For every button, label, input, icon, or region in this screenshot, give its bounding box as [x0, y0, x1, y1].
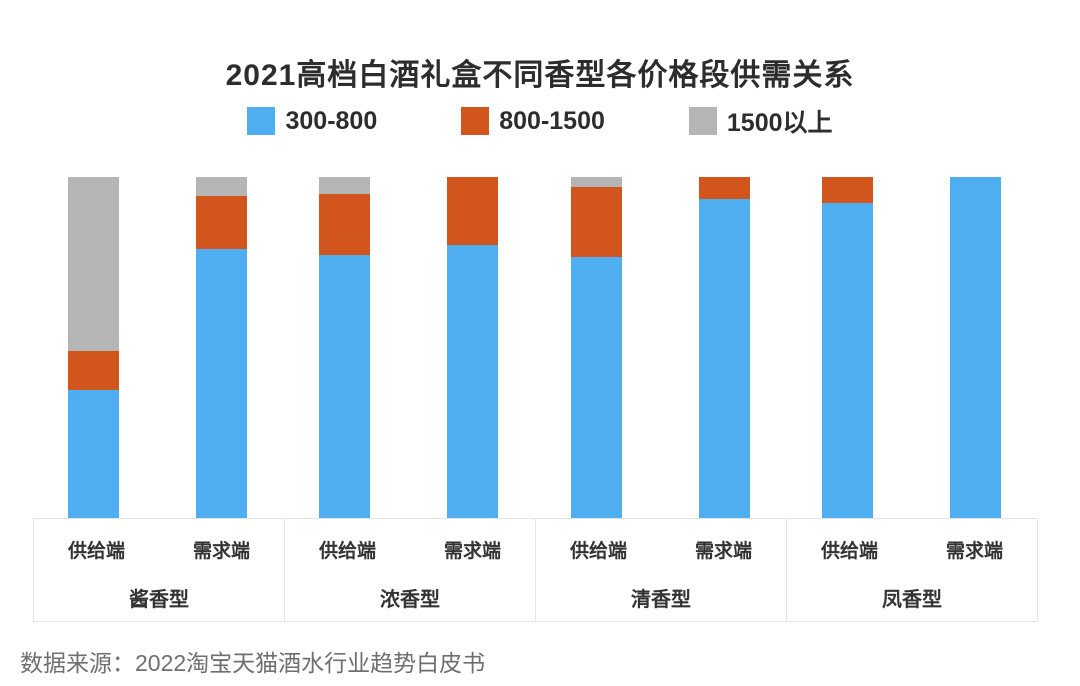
- side-labels: 供给端 需求端: [787, 536, 1037, 563]
- legend-item-1500-plus: 1500以上: [688, 103, 833, 139]
- segment-300-800: [68, 390, 119, 518]
- segment-300-800: [196, 248, 247, 518]
- group-name: 凤香型: [882, 589, 942, 611]
- segment-1500-plus: [319, 177, 371, 195]
- segment-800-1500: [570, 187, 622, 258]
- bar-label-demand: 需求端: [945, 541, 1003, 562]
- group-cell-fengxiang: 供给端 需求端 凤香型: [786, 519, 1037, 621]
- legend-item-800-1500: 800-1500: [461, 103, 605, 139]
- stacked-bar-group3-demand: [698, 177, 750, 518]
- segment-800-1500: [319, 194, 371, 256]
- segment-300-800: [949, 177, 1001, 518]
- stacked-bar-group4-demand: [949, 177, 1001, 518]
- segment-800-1500: [68, 350, 119, 391]
- x-axis-table: 供给端 需求端 酱香型 供给端 需求端 浓香型 供给端 需求端 清香型 供给端 …: [33, 518, 1038, 622]
- segment-300-800: [570, 257, 622, 518]
- segment-800-1500: [447, 177, 499, 246]
- segment-300-800: [821, 202, 873, 518]
- side-labels: 供给端 需求端: [285, 536, 535, 563]
- legend-label: 300-800: [285, 106, 378, 135]
- stacked-bar-group1-supply: [68, 177, 119, 518]
- stacked-bar-group2-demand: [447, 177, 499, 518]
- stacked-bar-group4-supply: [821, 177, 873, 518]
- bar-label-demand: 需求端: [443, 541, 501, 562]
- stacked-bar-group1-demand: [196, 177, 247, 518]
- segment-300-800: [319, 255, 371, 518]
- segment-800-1500: [698, 177, 750, 200]
- legend-swatch-orange-icon: [461, 107, 490, 135]
- segment-1500-plus: [196, 177, 247, 196]
- group-name: 酱香型: [129, 589, 189, 611]
- stacked-bar-group3-supply: [570, 177, 622, 518]
- segment-800-1500: [821, 177, 873, 203]
- source-note: 数据来源：2022淘宝天猫酒水行业趋势白皮书: [20, 650, 486, 676]
- legend-swatch-blue-icon: [247, 107, 276, 135]
- bar-label-supply: 供给端: [569, 541, 627, 562]
- bar-label-supply: 供给端: [820, 541, 878, 562]
- plot-area: [33, 177, 1038, 518]
- chart-title: 2021高档白酒礼盒不同香型各价格段供需关系: [225, 59, 855, 93]
- side-labels: 供给端 需求端: [536, 536, 786, 563]
- stacked-bar-group2-supply: [319, 177, 371, 518]
- legend-label: 1500以上: [726, 109, 833, 137]
- segment-300-800: [447, 245, 499, 518]
- group-cell-nongxiang: 供给端 需求端 浓香型: [284, 519, 535, 621]
- legend-label: 800-1500: [499, 106, 605, 135]
- group-name: 清香型: [631, 589, 691, 611]
- side-labels: 供给端 需求端: [34, 536, 284, 563]
- segment-300-800: [698, 199, 750, 518]
- bar-label-demand: 需求端: [192, 541, 250, 562]
- bar-label-demand: 需求端: [694, 541, 752, 562]
- legend: 300-800 800-1500 1500以上: [0, 103, 1080, 139]
- segment-1500-plus: [68, 177, 119, 351]
- bar-label-supply: 供给端: [318, 541, 376, 562]
- group-cell-qingxiang: 供给端 需求端 清香型: [535, 519, 786, 621]
- bar-label-supply: 供给端: [67, 541, 125, 562]
- legend-swatch-gray-icon: [688, 107, 717, 135]
- group-cell-jiangxiang: 供给端 需求端 酱香型: [34, 519, 284, 621]
- group-name: 浓香型: [380, 589, 440, 611]
- legend-item-300-800: 300-800: [247, 103, 377, 139]
- segment-800-1500: [196, 195, 247, 249]
- segment-1500-plus: [570, 177, 622, 188]
